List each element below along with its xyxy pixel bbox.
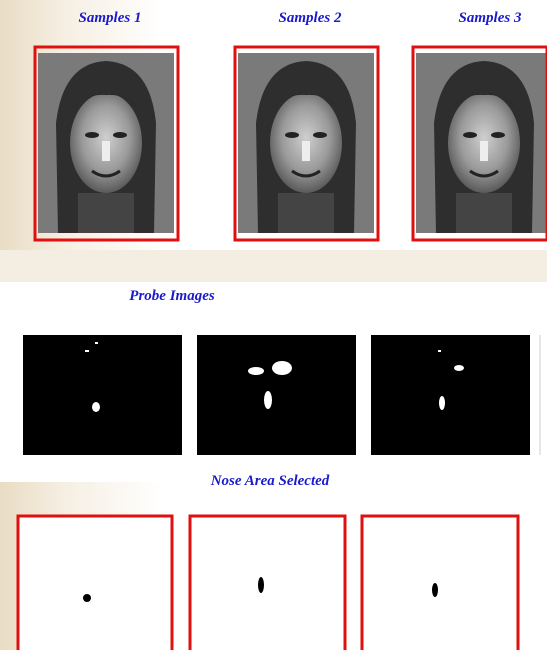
probe-title: Probe Images: [129, 288, 215, 304]
sample-label: Samples 2: [279, 10, 342, 26]
sample-label: Samples 3: [459, 10, 522, 26]
background-band: [0, 250, 547, 282]
nose-frame: [362, 516, 518, 650]
sample-label: Samples 1: [79, 10, 142, 26]
probe-image: [23, 335, 182, 455]
figure: Samples 1 Samples 2 Samples 3 Probe Imag…: [0, 0, 547, 650]
probe-image: [197, 335, 356, 455]
sample-image: [416, 53, 547, 233]
nose-title: Nose Area Selected: [210, 473, 330, 489]
nose-frame: [18, 516, 172, 650]
sample-image: [238, 53, 374, 233]
sample-image: [38, 53, 174, 233]
probe-row: Probe Images: [0, 282, 547, 482]
probe-image: [371, 335, 530, 455]
nose-frame: [190, 516, 345, 650]
